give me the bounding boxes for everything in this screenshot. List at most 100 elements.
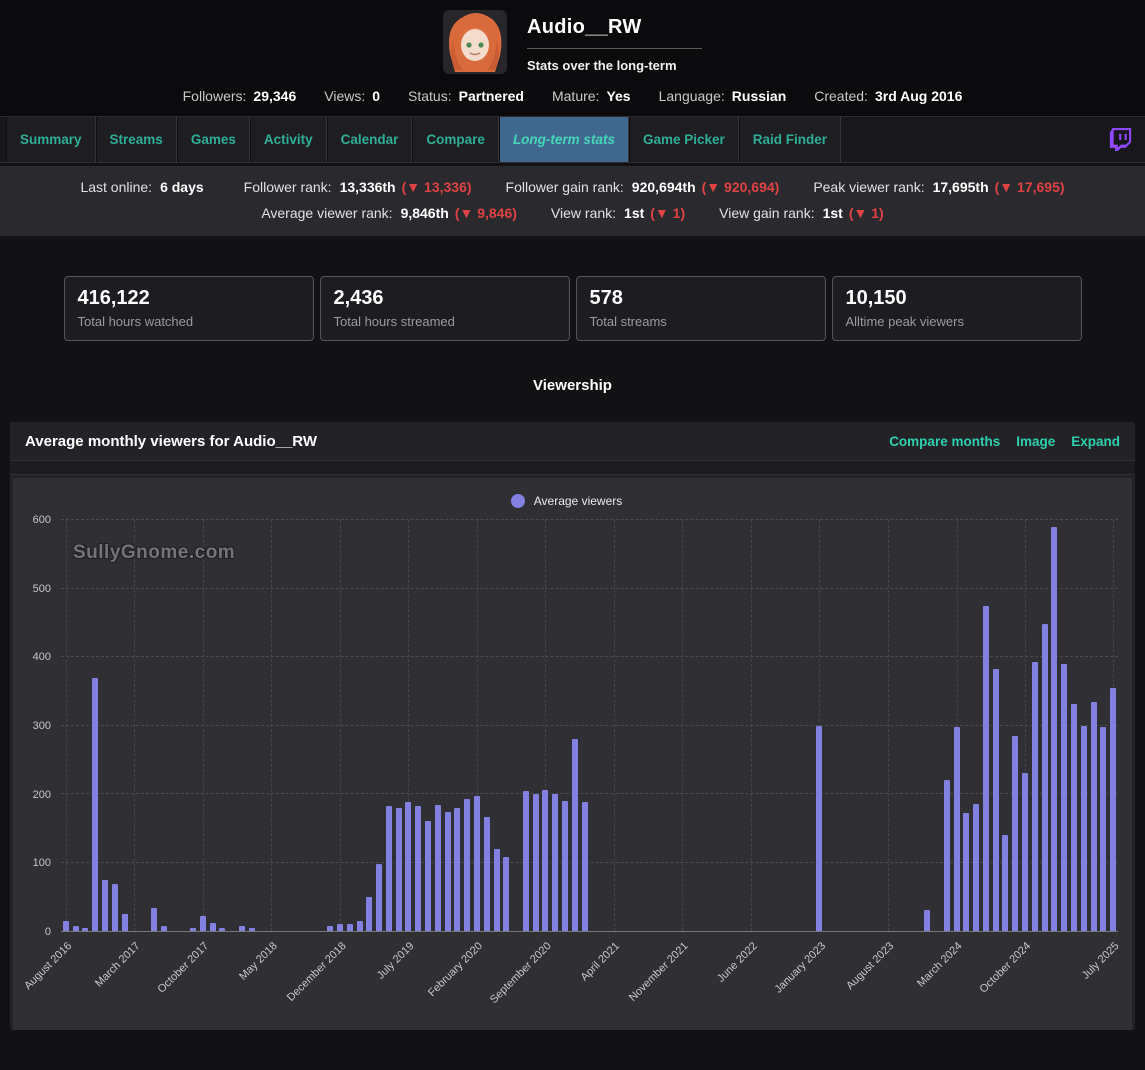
chart-bar[interactable] [121, 913, 128, 931]
link-expand[interactable]: Expand [1071, 434, 1120, 449]
chart-bar[interactable] [532, 794, 539, 931]
tab-games[interactable]: Games [176, 117, 250, 162]
chart-bar[interactable] [953, 726, 960, 931]
chart-bar[interactable] [72, 925, 79, 931]
chart-bar[interactable] [1051, 526, 1058, 931]
chart-panel: Average monthly viewers for Audio__RW Co… [10, 422, 1135, 1030]
chart-bar[interactable] [444, 811, 451, 931]
chart-bar[interactable] [1070, 703, 1077, 931]
chart-bar[interactable] [190, 928, 197, 931]
chart-bar[interactable] [464, 798, 471, 931]
tab-activity[interactable]: Activity [249, 117, 327, 162]
chart-bar[interactable] [248, 928, 255, 931]
chart-bar[interactable] [102, 879, 109, 931]
chart-bar[interactable] [1100, 726, 1107, 931]
chart-bar[interactable] [405, 802, 412, 931]
chart-bar[interactable] [356, 921, 363, 931]
stat-label: Views: [324, 88, 366, 104]
y-tick-label: 0 [44, 926, 51, 938]
chart-bar[interactable] [434, 804, 441, 931]
chart-bar[interactable] [327, 925, 334, 931]
stat-mature: Mature: Yes [552, 88, 631, 104]
card-label: Total hours streamed [333, 314, 455, 329]
link-image[interactable]: Image [1016, 434, 1056, 449]
tab-compare[interactable]: Compare [412, 117, 499, 162]
chart-bar[interactable] [111, 884, 118, 931]
chart-bar[interactable] [425, 821, 431, 931]
chart-bar[interactable] [1110, 687, 1117, 931]
tab-streams[interactable]: Streams [95, 117, 177, 162]
chart-bar[interactable] [385, 805, 392, 931]
chart-bar[interactable] [1041, 624, 1048, 931]
chart-bar[interactable] [943, 780, 950, 931]
rank-label: Last online: [80, 179, 153, 195]
stat-label: Status: [408, 88, 452, 104]
watermark: SullyGnome.com [73, 542, 236, 563]
chart-bar[interactable] [1061, 663, 1068, 931]
chart-bar[interactable] [346, 924, 353, 931]
link-compare-months[interactable]: Compare months [889, 434, 1001, 449]
chart-bar[interactable] [552, 794, 559, 931]
channel-header: Audio__RW Stats over the long-term Follo… [0, 0, 1145, 116]
chart-bar[interactable] [336, 924, 343, 931]
chart-bar[interactable] [454, 807, 461, 931]
chart-bar[interactable] [562, 800, 569, 931]
x-tick-label: July 2025 [1079, 940, 1122, 982]
rank-delta: (▼ 920,694) [701, 179, 780, 195]
chart-bar[interactable] [415, 806, 422, 931]
card-total-hours-streamed: 2,436 Total hours streamed [319, 276, 570, 341]
tab-raid-finder[interactable]: Raid Finder [738, 117, 842, 162]
channel-identity: Audio__RW Stats over the long-term [0, 10, 1145, 74]
chart-bar[interactable] [493, 848, 500, 931]
chart-bar[interactable] [160, 925, 167, 931]
chart-bar[interactable] [581, 802, 588, 931]
y-gridline [61, 724, 1118, 726]
x-tick-label: February 2020 [426, 940, 486, 1000]
twitch-icon[interactable] [1108, 117, 1145, 162]
chart-bar[interactable] [973, 804, 980, 931]
chart-bar[interactable] [219, 928, 226, 931]
chart-bar[interactable] [92, 677, 99, 931]
chart-bar[interactable] [1090, 701, 1097, 931]
chart-bar[interactable] [239, 926, 246, 931]
chart-bar[interactable] [816, 725, 823, 931]
tab-calendar[interactable]: Calendar [326, 117, 413, 162]
chart-bar[interactable] [366, 896, 373, 931]
chart-bar[interactable] [992, 669, 999, 931]
chart-bar[interactable] [522, 790, 529, 931]
chart-bar[interactable] [1022, 773, 1029, 931]
chart-bar[interactable] [199, 915, 206, 931]
chart-bar[interactable] [963, 813, 970, 931]
tab-long-term-stats[interactable]: Long-term stats [498, 117, 629, 162]
chart-bar[interactable] [571, 739, 578, 931]
y-tick-label: 600 [32, 514, 51, 526]
chart-bar[interactable] [1002, 835, 1009, 931]
card-label: Total streams [589, 314, 667, 329]
tab-summary[interactable]: Summary [6, 117, 96, 162]
chart-bar[interactable] [503, 857, 510, 931]
rank-label: Follower gain rank: [505, 179, 624, 195]
chart-bar[interactable] [1080, 725, 1087, 931]
stat-label: Followers: [182, 88, 247, 104]
chart-bar[interactable] [62, 920, 69, 931]
chart-bar[interactable] [924, 910, 931, 931]
chart-bar[interactable] [150, 908, 157, 931]
tab-game-picker[interactable]: Game Picker [628, 117, 739, 162]
chart-bar[interactable] [209, 922, 216, 931]
chart-bar[interactable] [473, 796, 480, 931]
chart-bar[interactable] [395, 807, 402, 931]
y-gridline [61, 519, 1118, 520]
chart-bar[interactable] [982, 605, 989, 931]
rank-value: 6 days [160, 179, 204, 195]
chart-bar[interactable] [376, 863, 383, 931]
chart-bar[interactable] [542, 789, 549, 931]
chart-bar[interactable] [1012, 735, 1019, 931]
card-total-hours-watched: 416,122 Total hours watched [63, 276, 314, 341]
stat-label: Language: [658, 88, 725, 104]
rank-peak-viewer-rank: Peak viewer rank: 17,695th (▼ 17,695) [813, 179, 1064, 195]
rank-delta: (▼ 1) [848, 205, 884, 221]
chart-bar[interactable] [82, 928, 89, 931]
chart-bar[interactable] [1031, 662, 1038, 931]
chart-bar[interactable] [483, 817, 490, 931]
stat-status: Status: Partnered [408, 88, 524, 104]
